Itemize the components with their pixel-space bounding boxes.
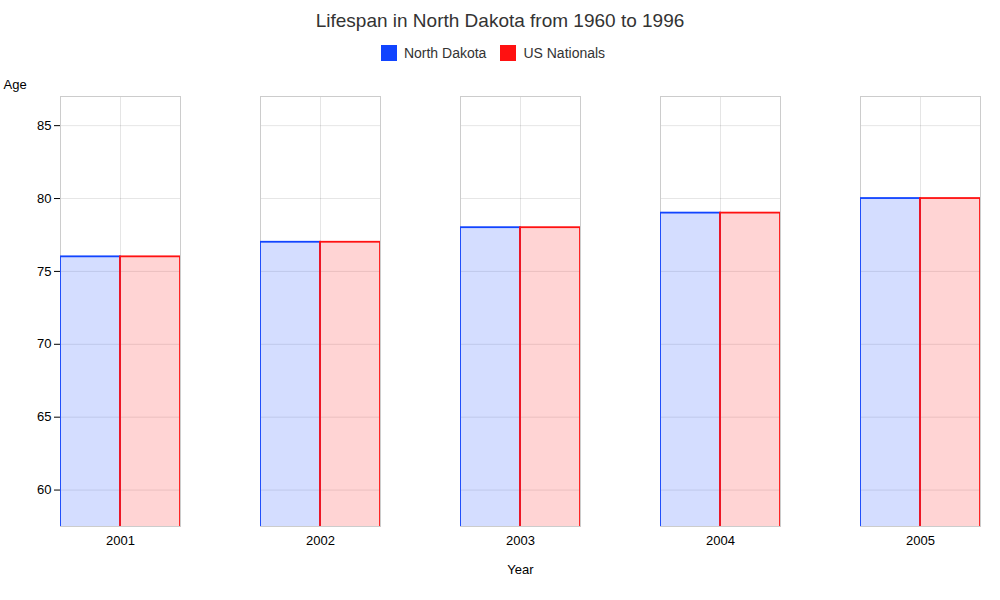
svg-text:2005: 2005 xyxy=(906,533,935,548)
svg-text:Year: Year xyxy=(507,562,534,577)
svg-text:2004: 2004 xyxy=(706,533,735,548)
html-text:US Nationals: US Nationals xyxy=(523,44,606,61)
svg-text:2003: 2003 xyxy=(506,533,535,548)
svg-text:80: 80 xyxy=(37,191,51,206)
html-text:North Dakota: North Dakota xyxy=(403,44,487,61)
svg-text:70: 70 xyxy=(37,336,51,351)
svg-text:Age: Age xyxy=(4,77,27,92)
svg-text:85: 85 xyxy=(37,118,51,133)
svg-text:65: 65 xyxy=(37,409,51,424)
html-text:Lifespan in North Dakota from: Lifespan in North Dakota from 1960 to 19… xyxy=(315,10,685,31)
svg-text:2002: 2002 xyxy=(306,533,335,548)
svg-text:2001: 2001 xyxy=(106,533,135,548)
svg-text:60: 60 xyxy=(37,482,51,497)
svg-text:75: 75 xyxy=(37,264,51,279)
